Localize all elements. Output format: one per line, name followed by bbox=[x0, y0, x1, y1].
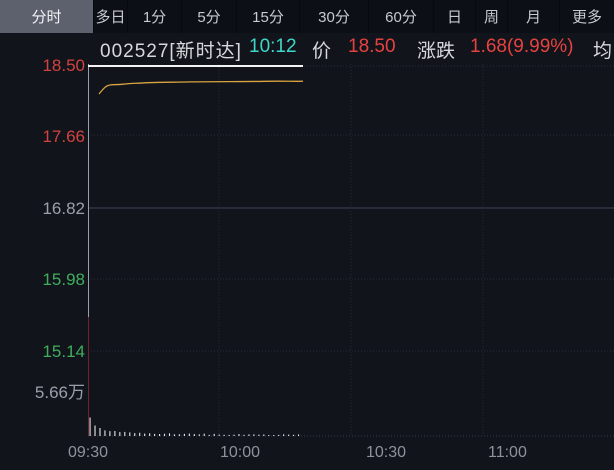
svg-text:11:00: 11:00 bbox=[488, 444, 527, 461]
svg-text:15.98: 15.98 bbox=[42, 270, 85, 289]
svg-text:10:00: 10:00 bbox=[220, 444, 260, 461]
svg-text:16.82: 16.82 bbox=[42, 199, 85, 218]
svg-text:17.66: 17.66 bbox=[42, 127, 85, 146]
svg-text:09:30: 09:30 bbox=[68, 444, 108, 461]
svg-text:18.50: 18.50 bbox=[42, 56, 85, 75]
svg-text:10:30: 10:30 bbox=[366, 444, 406, 461]
svg-text:5.66万: 5.66万 bbox=[35, 383, 85, 402]
svg-text:15.14: 15.14 bbox=[42, 342, 85, 361]
